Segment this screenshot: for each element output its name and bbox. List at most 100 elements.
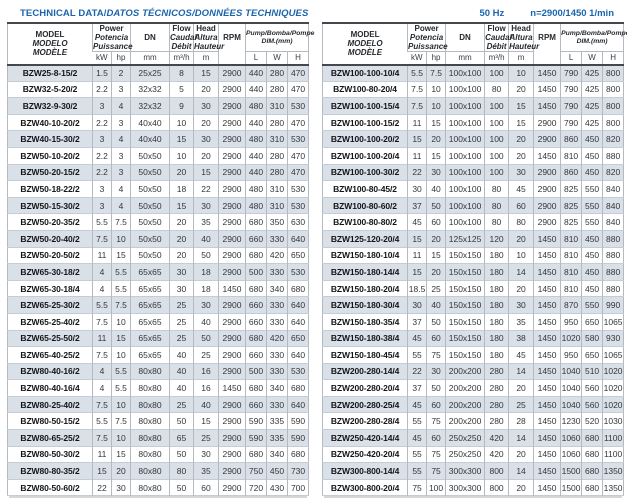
value-cell: 100x100 [445,180,485,198]
value-cell: 18 [169,180,194,198]
model-cell: BZW80-50-60/2 [20,482,80,493]
value-cell: 80x80 [130,412,170,430]
value-cell: 250x250 [445,429,485,447]
model-cell: BZW80-40-16/2 [20,366,80,377]
value-cell: 5.5 [92,213,112,231]
value-cell: 640 [287,296,309,314]
value-cell: 1100 [602,446,624,463]
value-cell: 810 [560,230,582,248]
value-cell: 1450 [533,296,561,314]
value-cell: 1065 [602,313,624,330]
value-cell: 440 [245,114,267,131]
table-row: BZW150-180-10/4 11 15 150x150 180 10 1450 810 45… [322,247,624,264]
value-cell: 280 [266,81,288,98]
value-cell: 280 [266,64,288,82]
value-cell: 340 [266,280,288,297]
value-cell: 530 [287,197,309,214]
table-row: BZW32-9-30/2 3 4 32x32 9 30 2900 480 310 530 [7,97,309,115]
model-cell: BZW100-100-10/4 [330,68,400,79]
value-cell: 180 [484,280,509,297]
value-cell: 550 [581,197,603,214]
value-cell: 5.5 [110,363,131,380]
value-cell: 80x80 [130,379,170,397]
value-cell: 50x50 [130,180,170,198]
value-cell: 530 [287,363,309,380]
value-cell: 65x65 [130,313,170,330]
value-cell: 1500 [560,479,582,496]
unit-height: H [602,51,624,65]
table-row: BZW80-65-25/2 7.5 10 80x80 65 25 2900 590 335 590 [7,429,309,447]
operating-conditions: 50 Hz n=2900/1450 1/min [479,8,616,19]
value-cell: 335 [266,429,288,447]
speed-label: n=2900/1450 1/min [530,8,614,19]
value-cell: 640 [287,313,309,330]
value-cell: 65x65 [130,280,170,297]
value-cell: 660 [245,346,267,364]
value-cell: 470 [287,81,309,98]
value-cell: 1040 [560,379,582,397]
model-cell: BZW100-100-30/2 [330,167,400,178]
value-cell: 590 [287,412,309,430]
value-cell: 180 [484,296,509,314]
value-cell: 40 [193,313,219,330]
value-cell: 5.5 [92,296,112,314]
value-cell: 55 [407,446,427,463]
value-cell: 810 [560,147,582,165]
value-cell: 1450 [533,81,561,98]
value-cell: 990 [602,296,624,314]
right-pump-table: MODEL MODELO MODÈLE Power Potencia Puiss… [322,22,627,497]
table-row: BZW200-280-14/4 22 30 200x200 280 14 1450 1040 5… [322,363,624,380]
value-cell: 300x300 [445,462,485,480]
value-cell: 680 [287,280,309,297]
value-cell: 50x50 [130,147,170,165]
value-cell: 100x100 [445,97,485,115]
value-cell: 2900 [218,97,246,115]
value-cell: 30 [169,280,194,297]
value-cell: 825 [560,180,582,198]
value-cell: 100 [426,479,446,496]
unit-length: L [245,51,267,65]
value-cell: 2.2 [92,81,112,98]
value-cell: 350 [266,213,288,231]
value-cell: 650 [581,313,603,330]
value-cell: 55 [407,346,427,364]
column-header-flow: Flow Caudal Débit [484,23,512,52]
table-row: BZW100-80-80/2 45 60 100x100 80 80 2900 825 550 8… [322,213,624,231]
value-cell: 100x100 [445,197,485,214]
value-cell: 100 [484,164,509,181]
table-row: BZW50-20-40/2 7.5 10 50x50 20 40 2900 660 330 640 [7,230,309,248]
value-cell: 420 [266,247,288,264]
value-cell: 75 [426,346,446,364]
value-cell: 150x150 [445,313,485,330]
left-pump-table: MODEL MODELO MODÈLE Power Potencia Puiss… [7,22,314,497]
table-row: BZW80-25-40/2 7.5 10 80x80 25 40 2900 660 330 640 [7,396,309,413]
unit-flow: m³/h [484,51,509,65]
table-row: BZW100-100-20/4 11 15 100x100 100 20 1450 810 45… [322,147,624,165]
value-cell: 650 [287,330,309,347]
value-cell: 150x150 [445,296,485,314]
column-header-dn: DN [445,23,485,52]
model-cell: BZW65-30-18/2 [20,266,80,277]
model-cell: BZW80-50-30/2 [20,449,80,460]
value-cell: 280 [266,114,288,131]
model-cell: BZW200-280-20/4 [330,383,400,394]
value-cell: 20 [169,164,194,181]
table-row: BZW50-20-35/2 5.5 7.5 50x50 20 35 2900 680 350 63… [7,213,309,231]
column-header-power: Power Potencia Puissance [91,23,133,52]
value-cell: 1450 [533,462,561,480]
table-row: BZW100-100-15/4 7.5 10 100x100 100 15 1450 790 4… [322,97,624,115]
value-cell: 11 [92,330,112,347]
value-cell: 1450 [533,379,561,397]
value-cell: 14 [508,263,534,281]
value-cell: 330 [266,263,288,281]
unit-dn-mm: mm [130,51,170,65]
value-cell: 1450 [533,479,561,496]
value-cell: 3 [92,180,112,198]
value-cell: 330 [266,313,288,330]
value-cell: 2900 [218,446,246,463]
value-cell: 7.5 [407,97,427,115]
table-row: BZW80-50-30/2 11 15 80x80 50 30 2900 680 340 680 [7,446,309,463]
value-cell: 450 [581,130,603,148]
model-cell: BZW80-25-40/2 [20,399,80,410]
value-cell: 470 [287,64,309,82]
